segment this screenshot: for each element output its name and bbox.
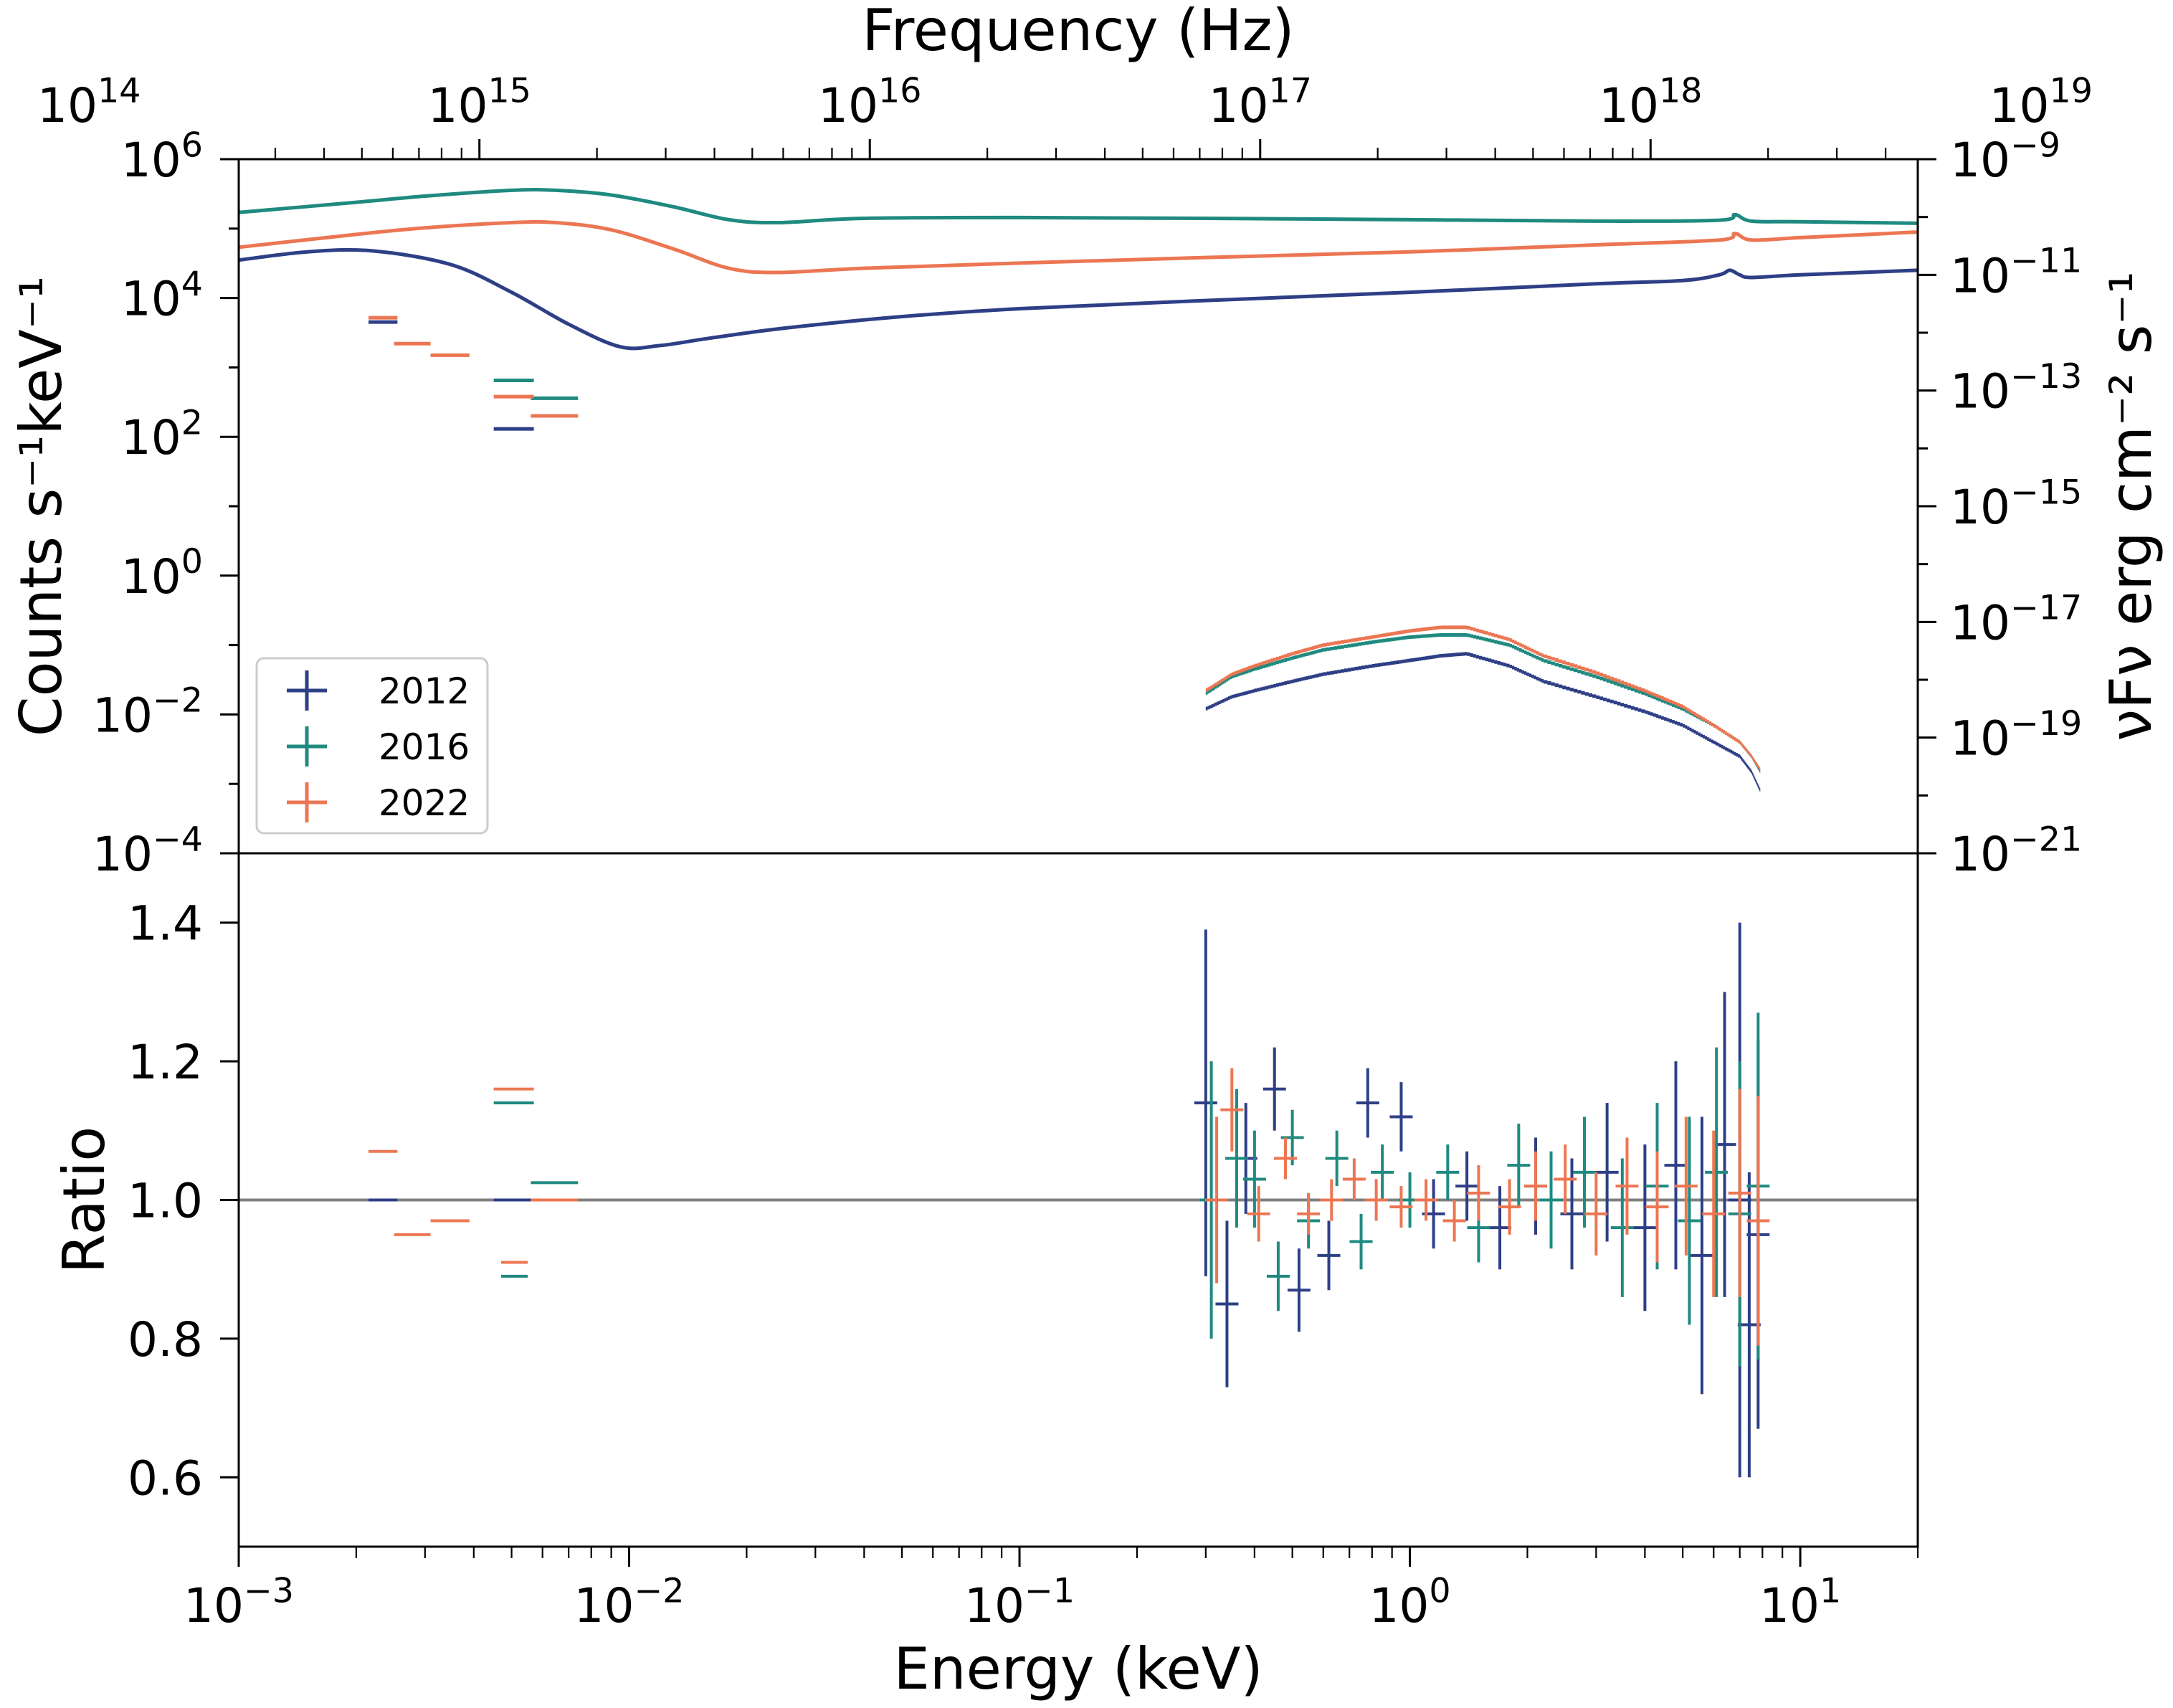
ratio-tick-label: 1.4: [128, 896, 203, 952]
model-curve-2016: [238, 187, 1918, 225]
x-tick-label: 10−3: [184, 1571, 294, 1633]
y2-tick-label: 10−17: [1950, 589, 2082, 651]
legend-box: [255, 657, 489, 835]
x-tick-label: 101: [1759, 1571, 1841, 1633]
counts-axis-title: Counts s⁻¹keV⁻¹: [8, 276, 75, 736]
y2-tick-label: 10−9: [1950, 125, 2060, 188]
top-tick-label: 1015: [427, 71, 531, 133]
ratio-tick-label: 0.6: [128, 1451, 203, 1506]
tick-labels: 10−3 10−2 10−1 100 101 1014 1015 1016 1017 1018 10…: [37, 71, 2093, 1633]
top-tick-label: 1017: [1209, 71, 1312, 133]
legend: 2012 2016 2022: [255, 657, 489, 835]
y2-tick-label: 10−19: [1950, 704, 2082, 767]
axis-ticks: [220, 139, 1936, 1567]
y2-tick-label: 10−21: [1950, 820, 2082, 882]
y-tick-label: 102: [121, 403, 203, 465]
model-curves: [238, 187, 1918, 351]
y2-tick-label: 10−11: [1950, 242, 2082, 304]
y-tick-label: 104: [121, 265, 203, 327]
ratio-tick-label: 1.2: [128, 1035, 203, 1090]
y-tick-label: 106: [121, 125, 203, 188]
nufnu-axis-title: νFν erg cm⁻² s⁻¹: [2098, 271, 2164, 741]
top-axis-title: Frequency (Hz): [862, 0, 1294, 64]
top-tick-label: 1016: [818, 71, 921, 133]
top-tick-label: 1019: [1989, 71, 2093, 133]
top-tick-label: 1014: [37, 71, 141, 133]
y-tick-label: 100: [121, 542, 203, 604]
legend-label-2016: 2016: [379, 726, 470, 768]
bottom-panel: [239, 922, 1918, 1478]
data-points: [368, 315, 1761, 792]
ratio-axis-title: Ratio: [51, 1126, 118, 1273]
ratio-points: [368, 922, 1770, 1478]
xray-spectrum-2022: [1205, 625, 1761, 772]
legend-label-2022: 2022: [379, 782, 470, 824]
top-tick-label: 1018: [1599, 71, 1702, 133]
top-panel: [238, 187, 1918, 792]
ratio-tick-label: 0.8: [128, 1312, 203, 1367]
y-tick-label: 10−4: [92, 820, 203, 882]
x-tick-label: 100: [1369, 1571, 1450, 1633]
x-axis-title: Energy (keV): [893, 1636, 1263, 1702]
x-tick-label: 10−2: [574, 1571, 685, 1633]
model-curve-2012: [238, 247, 1918, 351]
model-curve-2022: [238, 219, 1918, 275]
legend-label-2012: 2012: [379, 670, 470, 712]
y2-tick-label: 10−15: [1950, 473, 2082, 535]
xray-spectrum-2012: [1205, 652, 1761, 792]
y2-tick-label: 10−13: [1950, 357, 2082, 419]
y-tick-label: 10−2: [92, 681, 203, 744]
x-tick-label: 10−1: [964, 1571, 1075, 1633]
ratio-tick-label: 1.0: [128, 1174, 203, 1229]
